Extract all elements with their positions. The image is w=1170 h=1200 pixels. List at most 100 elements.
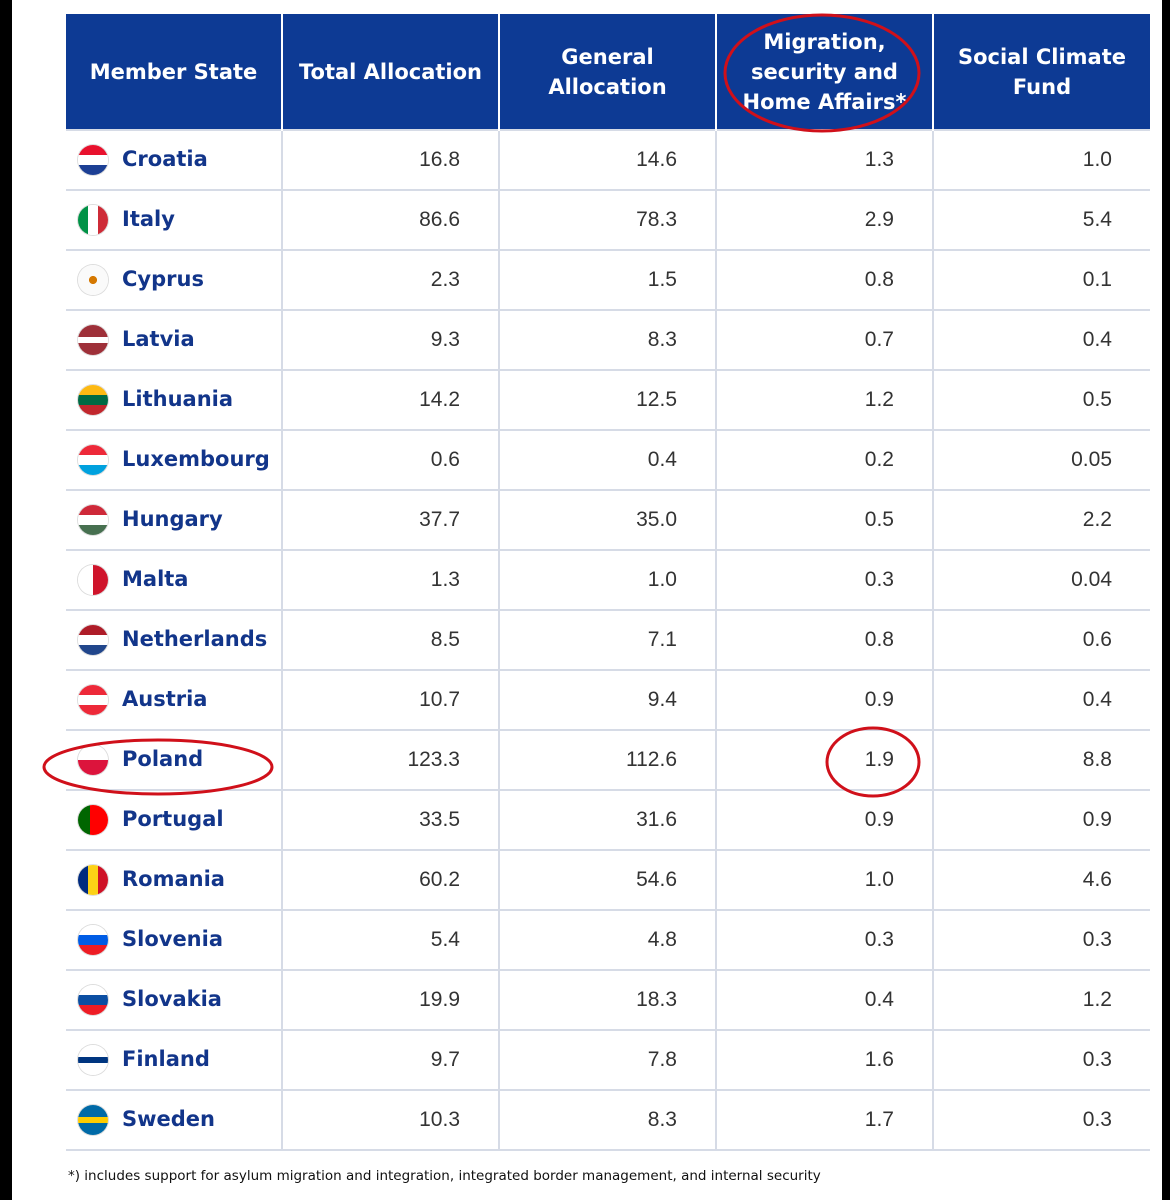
member-state-cell: Romania	[66, 849, 283, 911]
value-cell: 7.1	[498, 609, 717, 671]
value-cell: 78.3	[498, 189, 717, 251]
member-state-cell: Croatia	[66, 129, 283, 191]
table-row: Finland 9.7 7.8 1.6 0.3	[66, 1029, 1150, 1091]
value-cell: 5.4	[932, 189, 1150, 251]
member-state-cell: Finland	[66, 1029, 283, 1091]
member-state: Portugal	[122, 807, 224, 831]
member-state: Luxembourg	[122, 447, 270, 471]
flag-icon	[78, 865, 108, 895]
member-state-cell: Poland	[66, 729, 283, 791]
table-row: Sweden 10.3 8.3 1.7 0.3	[66, 1089, 1150, 1151]
value-cell: 86.6	[281, 189, 500, 251]
value-cell: 112.6	[498, 729, 717, 791]
value-cell: 60.2	[281, 849, 500, 911]
flag-icon	[78, 325, 108, 355]
member-state-cell: Italy	[66, 189, 283, 251]
flag-icon	[78, 625, 108, 655]
value-cell: 31.6	[498, 789, 717, 851]
flag-icon	[78, 385, 108, 415]
flag-icon	[78, 205, 108, 235]
value-cell: 0.4	[932, 309, 1150, 371]
value-cell: 9.7	[281, 1029, 500, 1091]
table-body: Croatia 16.8 14.6 1.3 1.0 Italy 86.6 78.3 2.9 5.4…	[66, 129, 1150, 1151]
value-cell: 1.9	[715, 729, 934, 791]
value-cell: 0.3	[715, 909, 934, 971]
member-state: Finland	[122, 1047, 210, 1071]
value-cell: 54.6	[498, 849, 717, 911]
member-state: Italy	[122, 207, 175, 231]
value-cell: 0.5	[715, 489, 934, 551]
flag-icon	[78, 145, 108, 175]
member-state-cell: Slovenia	[66, 909, 283, 971]
table-row: Luxembourg 0.6 0.4 0.2 0.05	[66, 429, 1150, 491]
value-cell: 33.5	[281, 789, 500, 851]
value-cell: 0.4	[498, 429, 717, 491]
value-cell: 0.3	[932, 1029, 1150, 1091]
column-header: Member State	[66, 14, 282, 130]
table-row: Slovakia 19.9 18.3 0.4 1.2	[66, 969, 1150, 1031]
value-cell: 0.9	[715, 669, 934, 731]
member-state-cell: Austria	[66, 669, 283, 731]
member-state: Lithuania	[122, 387, 234, 411]
flag-icon	[78, 985, 108, 1015]
value-cell: 12.5	[498, 369, 717, 431]
flag-icon	[78, 805, 108, 835]
table-row: Cyprus 2.3 1.5 0.8 0.1	[66, 249, 1150, 311]
member-state: Latvia	[122, 327, 195, 351]
value-cell: 1.6	[715, 1029, 934, 1091]
member-state: Austria	[122, 687, 208, 711]
value-cell: 0.4	[715, 969, 934, 1031]
table-row: Romania 60.2 54.6 1.0 4.6	[66, 849, 1150, 911]
value-cell: 1.3	[715, 129, 934, 191]
value-cell: 0.3	[715, 549, 934, 611]
member-state: Hungary	[122, 507, 223, 531]
value-cell: 5.4	[281, 909, 500, 971]
flag-icon	[78, 1105, 108, 1135]
value-cell: 0.7	[715, 309, 934, 371]
member-state: Cyprus	[122, 267, 204, 291]
column-header: General Allocation	[498, 14, 716, 130]
member-state: Sweden	[122, 1107, 215, 1131]
member-state-cell: Lithuania	[66, 369, 283, 431]
value-cell: 2.3	[281, 249, 500, 311]
footnote: *) includes support for asylum migration…	[68, 1168, 821, 1184]
flag-icon	[78, 445, 108, 475]
member-state-cell: Luxembourg	[66, 429, 283, 491]
value-cell: 0.6	[281, 429, 500, 491]
value-cell: 0.2	[715, 429, 934, 491]
value-cell: 2.2	[932, 489, 1150, 551]
member-state-cell: Netherlands	[66, 609, 283, 671]
value-cell: 0.5	[932, 369, 1150, 431]
table-row: Slovenia 5.4 4.8 0.3 0.3	[66, 909, 1150, 971]
value-cell: 4.6	[932, 849, 1150, 911]
value-cell: 0.3	[932, 909, 1150, 971]
value-cell: 16.8	[281, 129, 500, 191]
value-cell: 1.5	[498, 249, 717, 311]
value-cell: 0.8	[715, 249, 934, 311]
member-state: Romania	[122, 867, 225, 891]
value-cell: 8.5	[281, 609, 500, 671]
allocation-table: Member State Total Allocation General Allo…	[66, 14, 1150, 1151]
value-cell: 0.04	[932, 549, 1150, 611]
value-cell: 0.3	[932, 1089, 1150, 1151]
value-cell: 10.7	[281, 669, 500, 731]
value-cell: 0.9	[715, 789, 934, 851]
table-row: Poland 123.3 112.6 1.9 8.8	[66, 729, 1150, 791]
value-cell: 1.2	[715, 369, 934, 431]
value-cell: 14.2	[281, 369, 500, 431]
value-cell: 37.7	[281, 489, 500, 551]
value-cell: 8.3	[498, 1089, 717, 1151]
table-row: Netherlands 8.5 7.1 0.8 0.6	[66, 609, 1150, 671]
member-state: Slovenia	[122, 927, 224, 951]
flag-icon	[78, 505, 108, 535]
value-cell: 19.9	[281, 969, 500, 1031]
flag-icon	[78, 265, 108, 295]
value-cell: 1.0	[932, 129, 1150, 191]
member-state-cell: Sweden	[66, 1089, 283, 1151]
table-row: Austria 10.7 9.4 0.9 0.4	[66, 669, 1150, 731]
member-state-cell: Cyprus	[66, 249, 283, 311]
flag-icon	[78, 925, 108, 955]
flag-icon	[78, 685, 108, 715]
header-row: Member State Total Allocation General Allo…	[66, 14, 1150, 130]
value-cell: 9.3	[281, 309, 500, 371]
